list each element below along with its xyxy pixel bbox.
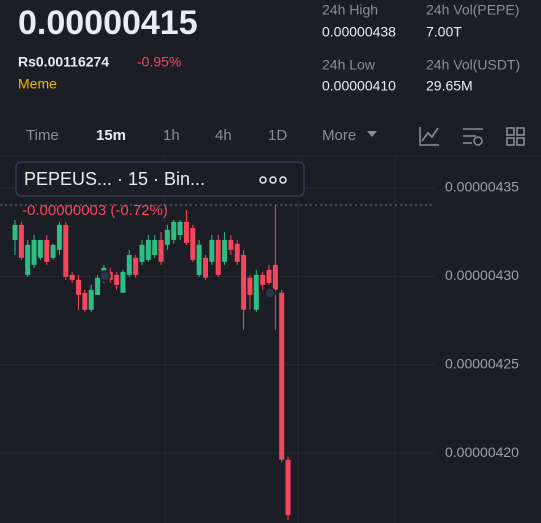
candle-body [145, 239, 151, 260]
candle-body [120, 271, 126, 293]
tag: Meme [18, 76, 57, 92]
marker [264, 287, 276, 299]
candle-body [139, 244, 145, 262]
candle-body [37, 239, 43, 258]
candle-body [272, 264, 278, 290]
more-icon[interactable] [259, 176, 287, 184]
overlay: PEPEUS... · 15 · Bin... -0.00000003 (-0.… [15, 161, 305, 219]
candle-body [196, 244, 202, 275]
stat-value: 0.00000438 [322, 24, 396, 40]
y-tick-label: 0.00000435 [445, 179, 519, 195]
candle-body [247, 277, 253, 295]
indicator-icon[interactable] [419, 127, 439, 146]
y-tick-label: 0.00000425 [445, 355, 519, 371]
layout-icon[interactable] [506, 127, 525, 146]
candle-body [171, 221, 177, 240]
candle-body [222, 239, 228, 262]
candle-body [164, 229, 170, 245]
y-tick-label: 0.00000420 [445, 444, 519, 460]
candle-body [183, 221, 189, 243]
candle-body [158, 239, 164, 262]
candle-body [279, 292, 285, 460]
candle-body [260, 274, 266, 285]
stat-label: 24h Vol(PEPE) [426, 2, 519, 18]
candle-body [285, 459, 291, 516]
candle-body [215, 239, 221, 275]
tab[interactable]: Time [26, 127, 59, 144]
candle-body [82, 292, 88, 310]
tab[interactable]: 1D [268, 127, 287, 144]
chart: 0.00000435 0.00000430 0.00000425 0.00000420 [0, 157, 519, 523]
candle-body [266, 269, 272, 283]
candle-body [241, 254, 247, 310]
candle-body [203, 257, 208, 278]
tab[interactable]: More [322, 127, 356, 144]
candle-body [126, 254, 132, 275]
tab[interactable]: 4h [215, 127, 232, 144]
candle-body [63, 224, 69, 277]
price: 0.00000415 [18, 4, 198, 42]
settings-icon[interactable] [463, 128, 483, 146]
candle-body [76, 279, 81, 295]
stat-label: 24h Low [322, 57, 376, 73]
candle-body [12, 224, 18, 240]
candle-body [114, 274, 120, 285]
candle-body [25, 244, 31, 275]
price-change: -0.95% [137, 54, 181, 70]
stat-value: 7.00T [426, 24, 462, 40]
legend-box[interactable] [15, 161, 305, 197]
legend: PEPEUS... · 15 · Bin... [24, 169, 205, 189]
candle-body [209, 239, 215, 262]
candle-body [31, 239, 37, 265]
annotation: -0.00000003 (-0.72%) [22, 202, 168, 219]
candle-body [234, 243, 240, 262]
candle-body [253, 274, 259, 310]
candle-body [44, 239, 50, 262]
marker [99, 270, 111, 282]
tab[interactable]: 1h [163, 127, 180, 144]
candle-body [228, 239, 234, 250]
candle-body [18, 224, 24, 258]
candle-body [95, 277, 101, 295]
y-tick-label: 0.00000430 [445, 267, 519, 283]
stat-value: 0.00000410 [322, 78, 396, 94]
stat-label: 24h High [322, 2, 378, 18]
candle-body [152, 239, 158, 255]
stat-label: 24h Vol(USDT) [426, 57, 520, 73]
candle-body [50, 244, 56, 258]
candle-body [88, 289, 94, 310]
candle-body [190, 227, 196, 260]
fiat-price: Rs0.00116274 [18, 54, 109, 70]
dropdown-arrow [367, 131, 377, 137]
candle-body [177, 221, 183, 235]
stat-value: 29.65M [426, 78, 473, 94]
candle-body [133, 257, 139, 275]
tab-active[interactable]: 15m [96, 127, 126, 144]
candle-body [56, 224, 62, 250]
candle-body [69, 274, 75, 280]
